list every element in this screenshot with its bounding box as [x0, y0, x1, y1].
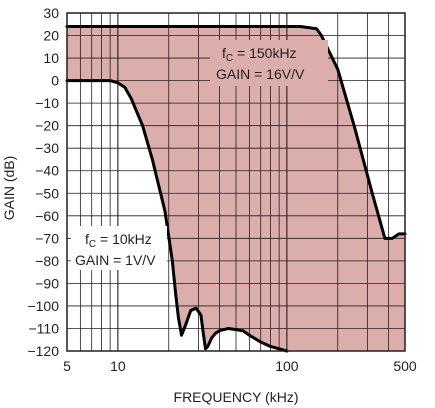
x-axis-label: FREQUENCY (kHz)	[174, 389, 299, 405]
annotation-backdrop-150khz	[210, 40, 328, 86]
y-tick-label--80: −80	[35, 253, 59, 269]
tick-label-layer: 3020100−10−20−30−40−50−60−70−80−90−100−1…	[27, 5, 416, 374]
plot-frame	[66, 12, 406, 352]
y-axis-label: GAIN (dB)	[1, 156, 17, 221]
y-tick-label--30: −30	[35, 140, 59, 156]
y-tick-label-0: 0	[51, 73, 59, 89]
annotation-backdrop-10khz	[71, 226, 167, 270]
x-tick-label-5: 5	[63, 358, 71, 374]
y-tick-label-30: 30	[43, 5, 59, 21]
y-tick-label--120: −120	[27, 343, 59, 359]
series-layer	[65, 25, 407, 353]
y-tick-label--70: −70	[35, 230, 59, 246]
y-tick-label--90: −90	[35, 275, 59, 291]
x-tick-label-100: 100	[275, 358, 299, 374]
x-tick-label-10: 10	[110, 358, 126, 374]
annotation-fc-150khz: fC = 150kHz	[222, 45, 297, 64]
y-tick-label--40: −40	[35, 163, 59, 179]
y-tick-label--20: −20	[35, 118, 59, 134]
annotation-gain-1vv: GAIN = 1V/V	[75, 252, 156, 268]
y-tick-label--100: −100	[27, 298, 59, 314]
y-tick-label--50: −50	[35, 185, 59, 201]
series-line-0	[65, 25, 407, 240]
x-tick-label-500: 500	[393, 358, 417, 374]
y-tick-label-10: 10	[43, 50, 59, 66]
y-tick-label-20: 20	[43, 28, 59, 44]
y-tick-label--10: −10	[35, 95, 59, 111]
y-tick-label--110: −110	[29, 320, 60, 336]
y-tick-label--60: −60	[35, 208, 59, 224]
series-line-1	[65, 79, 289, 353]
annotation-gain-16vv: GAIN = 16V/V	[216, 66, 305, 82]
annotation-fc-10khz: fC = 10kHz	[85, 231, 152, 250]
